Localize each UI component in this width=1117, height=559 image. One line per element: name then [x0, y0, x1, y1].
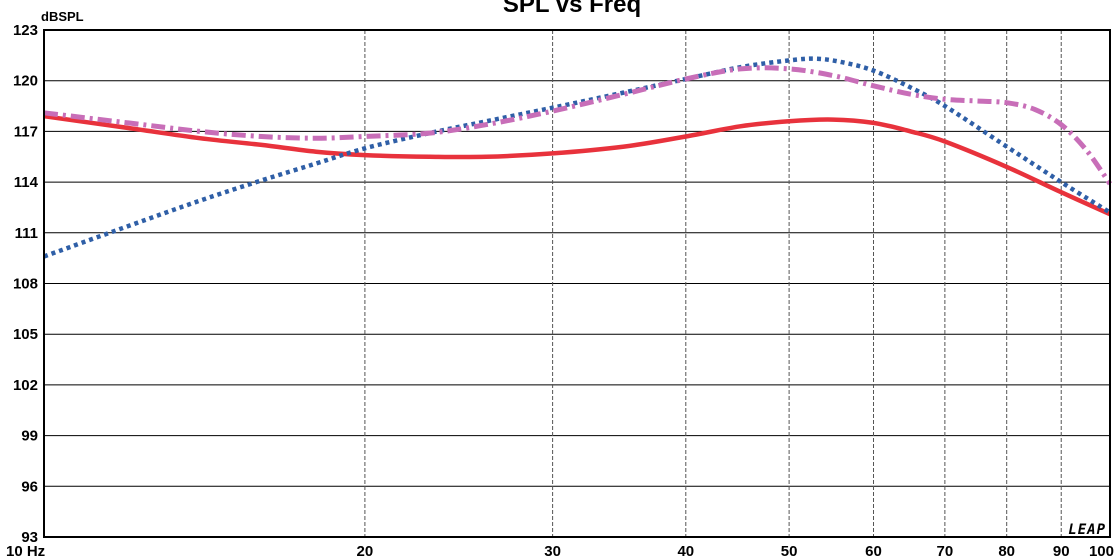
y-tick-label: 105	[13, 326, 38, 343]
x-tick-label: 10 Hz	[6, 543, 45, 559]
x-tick-label: 100	[1089, 543, 1114, 559]
leap-watermark: LEAP	[1068, 522, 1106, 538]
y-tick-label: 96	[21, 478, 38, 495]
plot-frame	[43, 29, 1111, 538]
x-tick-label: 60	[865, 543, 882, 559]
x-tick-labels: 10 Hz 20 30 40 50 60 70 80 90 100	[6, 543, 1114, 559]
series-line-2	[43, 56, 1112, 259]
y-tick-label: 102	[13, 377, 38, 394]
series-line-1	[43, 113, 1111, 217]
y-axis-label: dBSPL	[41, 9, 84, 24]
y-tick-labels: 123 120 117 114 111 108 105 102 99 96 93	[13, 22, 39, 546]
y-tick-label: 111	[15, 225, 38, 242]
x-tick-label: 30	[544, 543, 561, 559]
y-tick-label: 93	[21, 529, 38, 546]
x-tick-label: 50	[781, 543, 798, 559]
x-tick-label: 70	[937, 543, 954, 559]
x-tick-label: 80	[998, 543, 1015, 559]
x-tick-label: 90	[1053, 543, 1070, 559]
chart-title: SPL vs Freq	[503, 0, 641, 18]
series-layer	[43, 56, 1113, 259]
y-tick-label: 108	[13, 276, 38, 293]
y-tick-label: 117	[14, 123, 38, 140]
y-tick-label: 120	[13, 73, 38, 90]
y-tick-label: 99	[21, 428, 38, 445]
grid-lines	[44, 30, 1110, 537]
x-tick-label: 40	[677, 543, 694, 559]
y-tick-label: 123	[13, 22, 38, 39]
x-tick-label: 20	[357, 543, 374, 559]
y-tick-label: 114	[14, 174, 39, 191]
series-line-3	[43, 65, 1113, 186]
